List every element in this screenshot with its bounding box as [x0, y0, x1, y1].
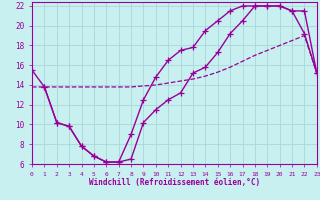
X-axis label: Windchill (Refroidissement éolien,°C): Windchill (Refroidissement éolien,°C): [89, 178, 260, 187]
